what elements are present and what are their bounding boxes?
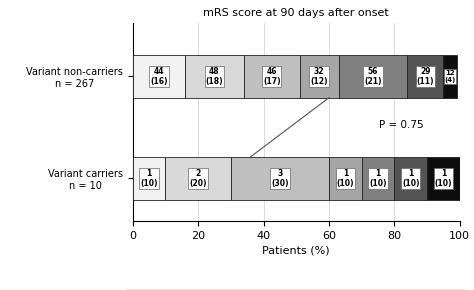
Text: 46
(17): 46 (17) bbox=[263, 67, 281, 86]
Bar bbox=[339, 55, 408, 98]
Bar bbox=[300, 55, 339, 98]
Bar bbox=[165, 157, 231, 200]
Text: 1
(10): 1 (10) bbox=[402, 169, 419, 188]
Text: 3
(30): 3 (30) bbox=[271, 169, 289, 188]
Text: 56
(21): 56 (21) bbox=[365, 67, 382, 86]
Text: 12
(4): 12 (4) bbox=[444, 70, 456, 83]
Bar bbox=[408, 55, 443, 98]
Bar bbox=[185, 55, 244, 98]
Bar bbox=[244, 55, 300, 98]
Bar bbox=[133, 55, 185, 98]
Text: 44
(16): 44 (16) bbox=[150, 67, 168, 86]
Text: P = 0.75: P = 0.75 bbox=[379, 120, 423, 130]
Text: 1
(10): 1 (10) bbox=[435, 169, 452, 188]
Text: 1
(10): 1 (10) bbox=[337, 169, 354, 188]
Bar bbox=[427, 157, 460, 200]
Title: mRS score at 90 days after onset: mRS score at 90 days after onset bbox=[203, 8, 389, 18]
Text: 2
(20): 2 (20) bbox=[190, 169, 207, 188]
Bar bbox=[394, 157, 427, 200]
Bar bbox=[362, 157, 394, 200]
Text: 1
(10): 1 (10) bbox=[140, 169, 158, 188]
Bar bbox=[133, 157, 165, 200]
X-axis label: Patients (%): Patients (%) bbox=[263, 245, 330, 255]
Text: 32
(12): 32 (12) bbox=[310, 67, 328, 86]
Bar bbox=[329, 157, 362, 200]
Bar bbox=[443, 55, 456, 98]
Bar bbox=[231, 157, 329, 200]
Text: 48
(18): 48 (18) bbox=[206, 67, 223, 86]
Text: 1
(10): 1 (10) bbox=[369, 169, 387, 188]
Text: 29
(11): 29 (11) bbox=[417, 67, 434, 86]
